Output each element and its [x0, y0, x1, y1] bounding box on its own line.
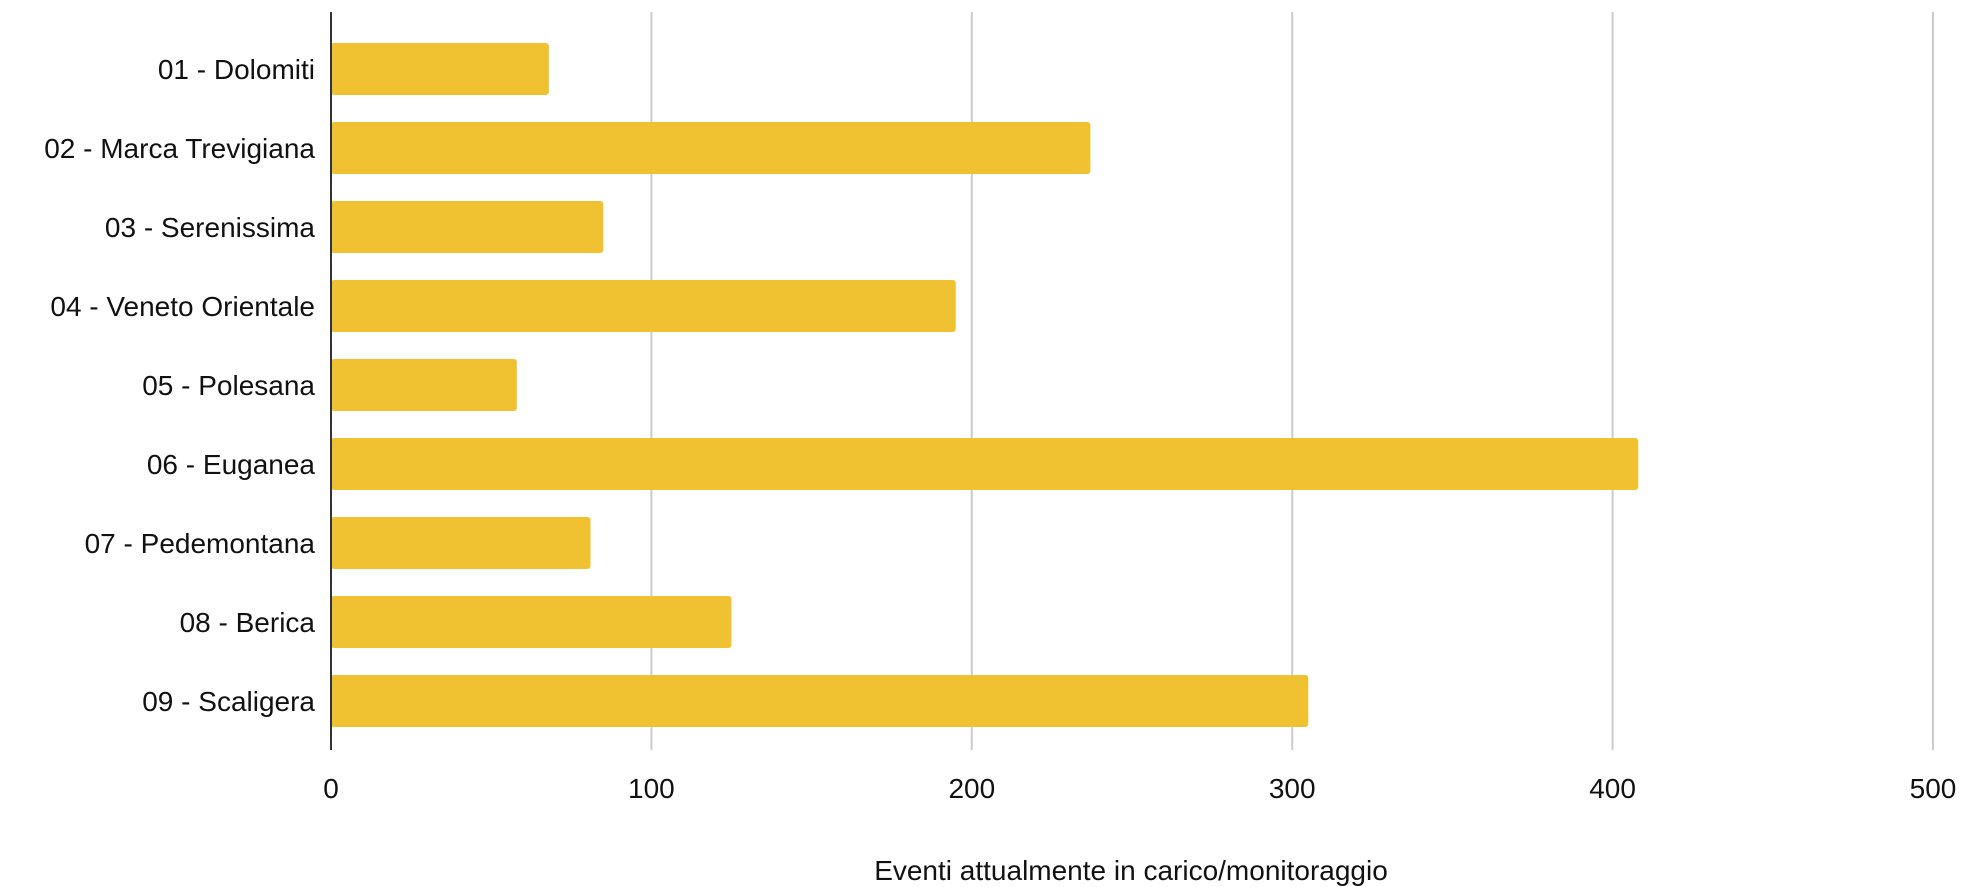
category-label-4: 04 - Veneto Orientale [50, 291, 315, 322]
x-axis-title: Eventi attualmente in carico/monitoraggi… [874, 855, 1388, 886]
category-label-7: 07 - Pedemontana [85, 528, 316, 559]
category-label-6: 06 - Euganea [147, 449, 316, 480]
category-labels: 01 - Dolomiti 02 - Marca Trevigiana 03 - S… [44, 54, 315, 717]
bar-6 [331, 438, 1639, 490]
x-tick-label-400: 400 [1589, 773, 1636, 804]
x-tick-label-300: 300 [1269, 773, 1316, 804]
x-tick-label-100: 100 [628, 773, 675, 804]
category-label-2: 02 - Marca Trevigiana [44, 133, 315, 164]
x-tick-labels: 0 100 200 300 400 500 [323, 773, 1956, 804]
x-tick-label-500: 500 [1910, 773, 1957, 804]
bar-4 [331, 280, 956, 332]
category-label-3: 03 - Serenissima [105, 212, 316, 243]
bars [331, 43, 1639, 727]
bar-2 [331, 122, 1091, 174]
bar-9 [331, 675, 1309, 727]
category-label-1: 01 - Dolomiti [158, 54, 315, 85]
bar-7 [331, 517, 591, 569]
bar-3 [331, 201, 604, 253]
category-label-9: 09 - Scaligera [142, 686, 315, 717]
category-label-5: 05 - Polesana [142, 370, 315, 401]
bar-1 [331, 43, 549, 95]
x-tick-label-0: 0 [323, 773, 339, 804]
bar-5 [331, 359, 517, 411]
category-label-8: 08 - Berica [180, 607, 316, 638]
bar-8 [331, 596, 732, 648]
x-tick-label-200: 200 [948, 773, 995, 804]
